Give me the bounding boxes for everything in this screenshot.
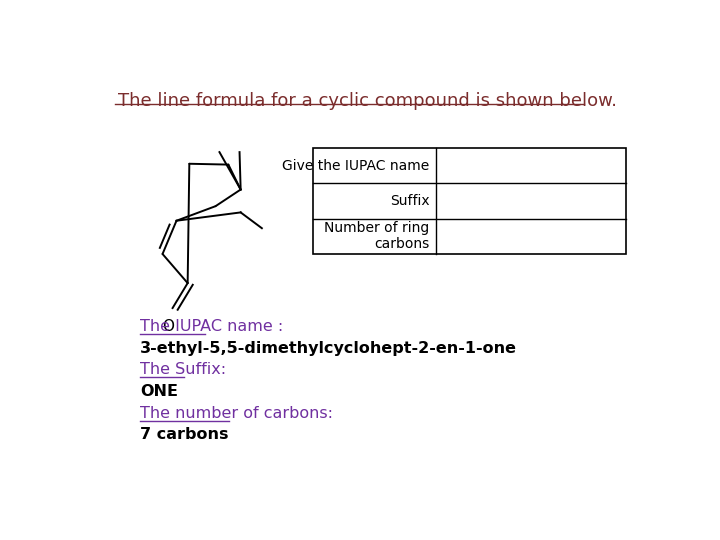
Text: O: O [162,319,174,334]
Text: ONE: ONE [140,384,179,399]
Text: Suffix: Suffix [390,194,429,208]
Text: The IUPAC name :: The IUPAC name : [140,319,284,334]
Text: The Suffix:: The Suffix: [140,362,226,377]
Text: The line formula for a cyclic compound is shown below.: The line formula for a cyclic compound i… [118,92,617,110]
Text: The number of carbons:: The number of carbons: [140,406,333,421]
Text: Give the IUPAC name: Give the IUPAC name [282,159,429,173]
Text: 3-ethyl-5,5-dimethylcyclohept-2-en-1-one: 3-ethyl-5,5-dimethylcyclohept-2-en-1-one [140,341,517,356]
Bar [313,148,626,254]
Text: Number of ring
carbons: Number of ring carbons [324,221,429,252]
Text: 7 carbons: 7 carbons [140,427,229,442]
